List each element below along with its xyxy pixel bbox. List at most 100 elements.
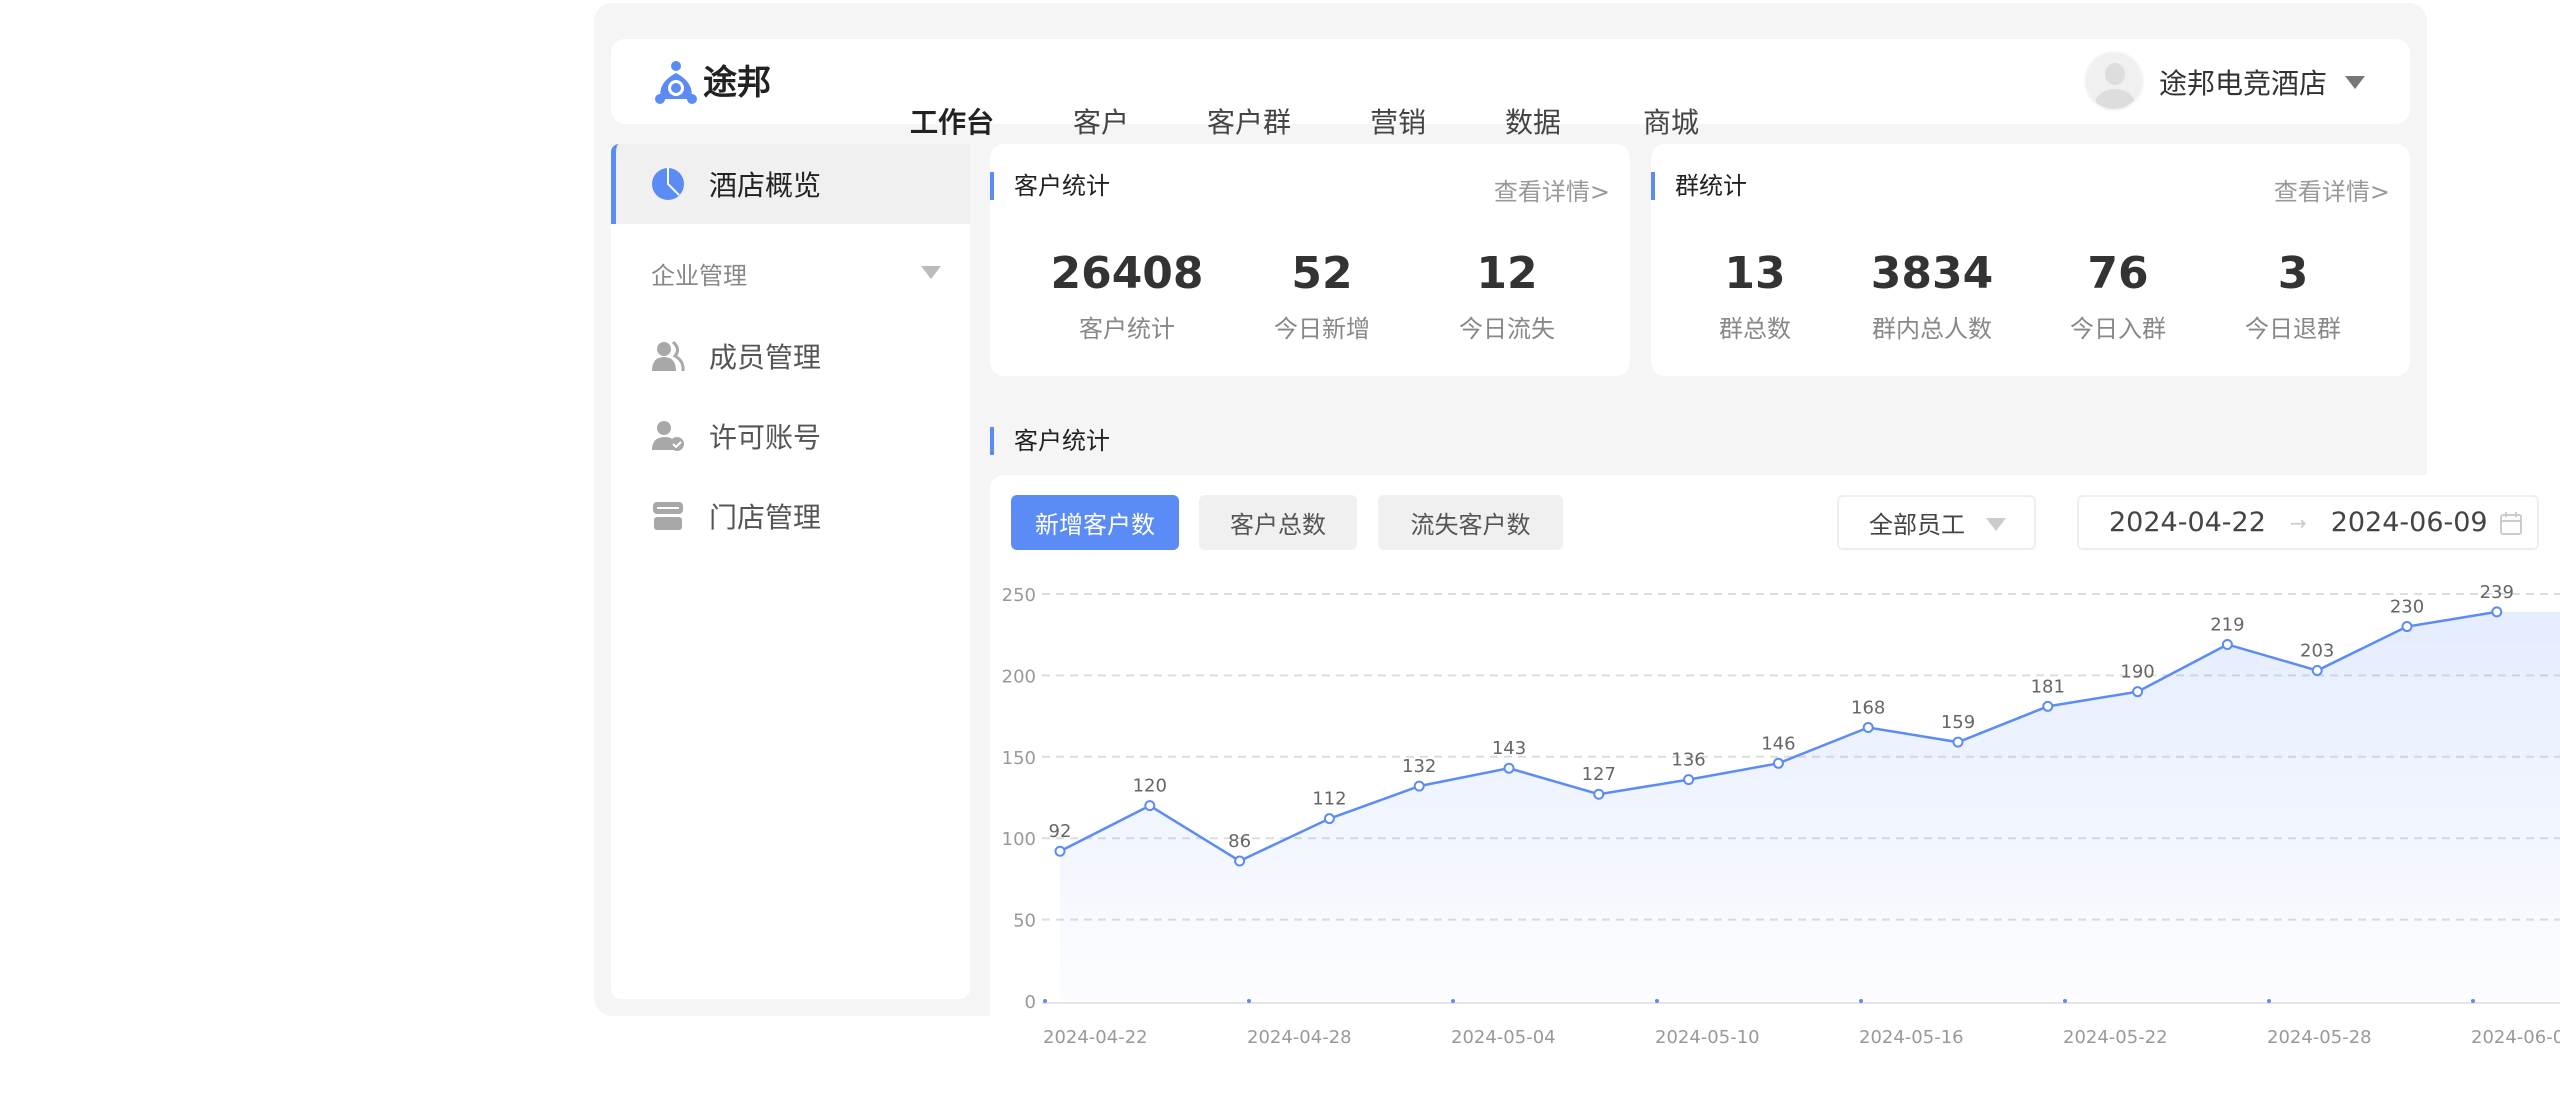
sidebar-item-label: 酒店概览	[709, 169, 822, 202]
date-start[interactable]: 2024-04-22	[2109, 507, 2266, 538]
sidebar-item-label: 成员管理	[709, 341, 822, 374]
y-tick-label: 150	[1002, 748, 1036, 769]
data-point	[1772, 757, 1784, 769]
data-label: 127	[1582, 764, 1616, 785]
view-details-link[interactable]: 查看详情>	[1493, 178, 1610, 206]
tab-new-customers[interactable]: 新增客户数	[1011, 495, 1179, 550]
chevron-down-icon	[1986, 518, 2006, 531]
y-tick-label: 100	[1002, 829, 1036, 850]
customer-stats-card: 客户统计 查看详情> 26408 客户统计 52 今日新增 12 今日流失	[990, 144, 1630, 376]
y-tick-label: 0	[1025, 992, 1036, 1013]
stat-label: 今日新增	[1274, 315, 1370, 343]
tab-total-customers[interactable]: 客户总数	[1199, 495, 1357, 550]
sidebar-group-enterprise[interactable]: 企业管理	[651, 256, 941, 291]
stat-value: 52	[1291, 248, 1353, 299]
sidebar-item-label: 门店管理	[709, 501, 822, 534]
data-label: 239	[2480, 582, 2514, 603]
avatar[interactable]	[2084, 51, 2144, 111]
stat-value: 3834	[1870, 248, 1994, 299]
logo-icon	[655, 61, 697, 104]
store-icon	[651, 499, 685, 533]
x-tick-mark	[1859, 999, 1863, 1003]
stat-label: 今日入群	[2070, 315, 2166, 343]
sidebar-item-license[interactable]: 许可账号	[611, 396, 970, 476]
group-label: 企业管理	[651, 262, 747, 290]
data-point	[2221, 638, 2233, 650]
stat-label: 今日退群	[2245, 315, 2341, 343]
user-check-icon	[651, 419, 685, 453]
data-label: 168	[1851, 697, 1885, 718]
chevron-down-icon	[921, 266, 941, 279]
stat-label: 今日流失	[1459, 315, 1555, 343]
tab-lost-customers[interactable]: 流失客户数	[1378, 495, 1563, 550]
x-tick-mark	[2267, 999, 2271, 1003]
nav-customers[interactable]: 客户	[1072, 106, 1130, 139]
area-fill	[1060, 611, 2560, 1001]
stat-value: 13	[1724, 248, 1786, 299]
stat-value: 26408	[1050, 248, 1204, 299]
data-label: 143	[1492, 738, 1526, 759]
data-point	[1593, 788, 1605, 800]
sidebar-item-stores[interactable]: 门店管理	[611, 476, 970, 556]
data-point	[1503, 762, 1515, 774]
user-menu-caret-icon[interactable]	[2345, 76, 2365, 89]
data-label: 120	[1133, 776, 1167, 797]
pie-chart-icon	[651, 167, 685, 201]
top-header: 途邦 工作台 客户 客户群 营销 数据 商城 途邦电竞酒店	[611, 39, 2410, 139]
brand-name: 途邦	[703, 63, 771, 103]
data-label: 181	[2031, 676, 2065, 697]
date-range-picker[interactable]: 2024-04-22 → 2024-06-09	[2077, 495, 2539, 550]
date-end[interactable]: 2024-06-09	[2330, 507, 2488, 538]
data-point	[2401, 621, 2413, 633]
data-label: 132	[1402, 756, 1436, 777]
user-name[interactable]: 途邦电竞酒店	[2159, 67, 2328, 100]
x-tick-label: 2024-05-16	[1859, 1027, 1964, 1048]
calendar-icon	[2499, 511, 2522, 535]
data-point	[2042, 700, 2054, 712]
staff-select[interactable]: 全部员工	[1837, 495, 2036, 550]
data-point	[1413, 780, 1425, 792]
x-tick-label: 2024-04-22	[1043, 1027, 1148, 1048]
data-label: 230	[2390, 597, 2424, 618]
data-point	[1054, 845, 1066, 857]
data-label: 112	[1312, 789, 1346, 810]
sidebar-item-hotel-overview[interactable]: 酒店概览	[611, 144, 970, 224]
x-tick-label: 2024-05-28	[2267, 1027, 2372, 1048]
x-tick-label: 2024-05-22	[2063, 1027, 2168, 1048]
stat-value: 3	[2277, 248, 2309, 299]
stat-value: 76	[2087, 248, 2149, 299]
data-label: 159	[1941, 712, 1975, 733]
stat-value: 12	[1476, 248, 1538, 299]
sidebar-item-members[interactable]: 成员管理	[611, 316, 970, 396]
x-tick-label: 2024-05-10	[1655, 1027, 1760, 1048]
data-label: 219	[2210, 614, 2244, 635]
nav-marketing[interactable]: 营销	[1369, 106, 1427, 139]
x-tick-mark	[1451, 999, 1455, 1003]
data-point	[1323, 813, 1335, 825]
x-tick-label: 2024-05-04	[1451, 1027, 1556, 1048]
view-details-link[interactable]: 查看详情>	[2273, 178, 2390, 206]
data-point	[1862, 721, 1874, 733]
x-tick-mark	[2471, 999, 2475, 1003]
nav-customer-groups[interactable]: 客户群	[1206, 106, 1292, 139]
data-point	[2491, 606, 2503, 618]
nav-workbench[interactable]: 工作台	[909, 106, 995, 139]
card-title: 客户统计	[990, 172, 1110, 200]
stat-label: 群内总人数	[1872, 315, 1992, 343]
y-tick-label: 250	[1002, 585, 1036, 606]
nav-mall[interactable]: 商城	[1642, 106, 1700, 139]
data-point	[1683, 774, 1695, 786]
sidebar: 酒店概览 企业管理 成员管理 许可账号 门店管理	[611, 144, 970, 999]
x-tick-mark	[1247, 999, 1251, 1003]
data-label: 136	[1671, 750, 1705, 771]
nav-data[interactable]: 数据	[1504, 106, 1562, 139]
stat-label: 客户统计	[1079, 315, 1175, 343]
data-point	[1234, 855, 1246, 867]
members-icon	[651, 339, 685, 373]
y-tick-label: 50	[1013, 911, 1036, 932]
data-point	[1952, 736, 1964, 748]
x-tick-mark	[1655, 999, 1659, 1003]
data-label: 146	[1761, 733, 1795, 754]
x-tick-label: 2024-06-03	[2471, 1027, 2560, 1048]
data-label: 92	[1049, 821, 1072, 842]
